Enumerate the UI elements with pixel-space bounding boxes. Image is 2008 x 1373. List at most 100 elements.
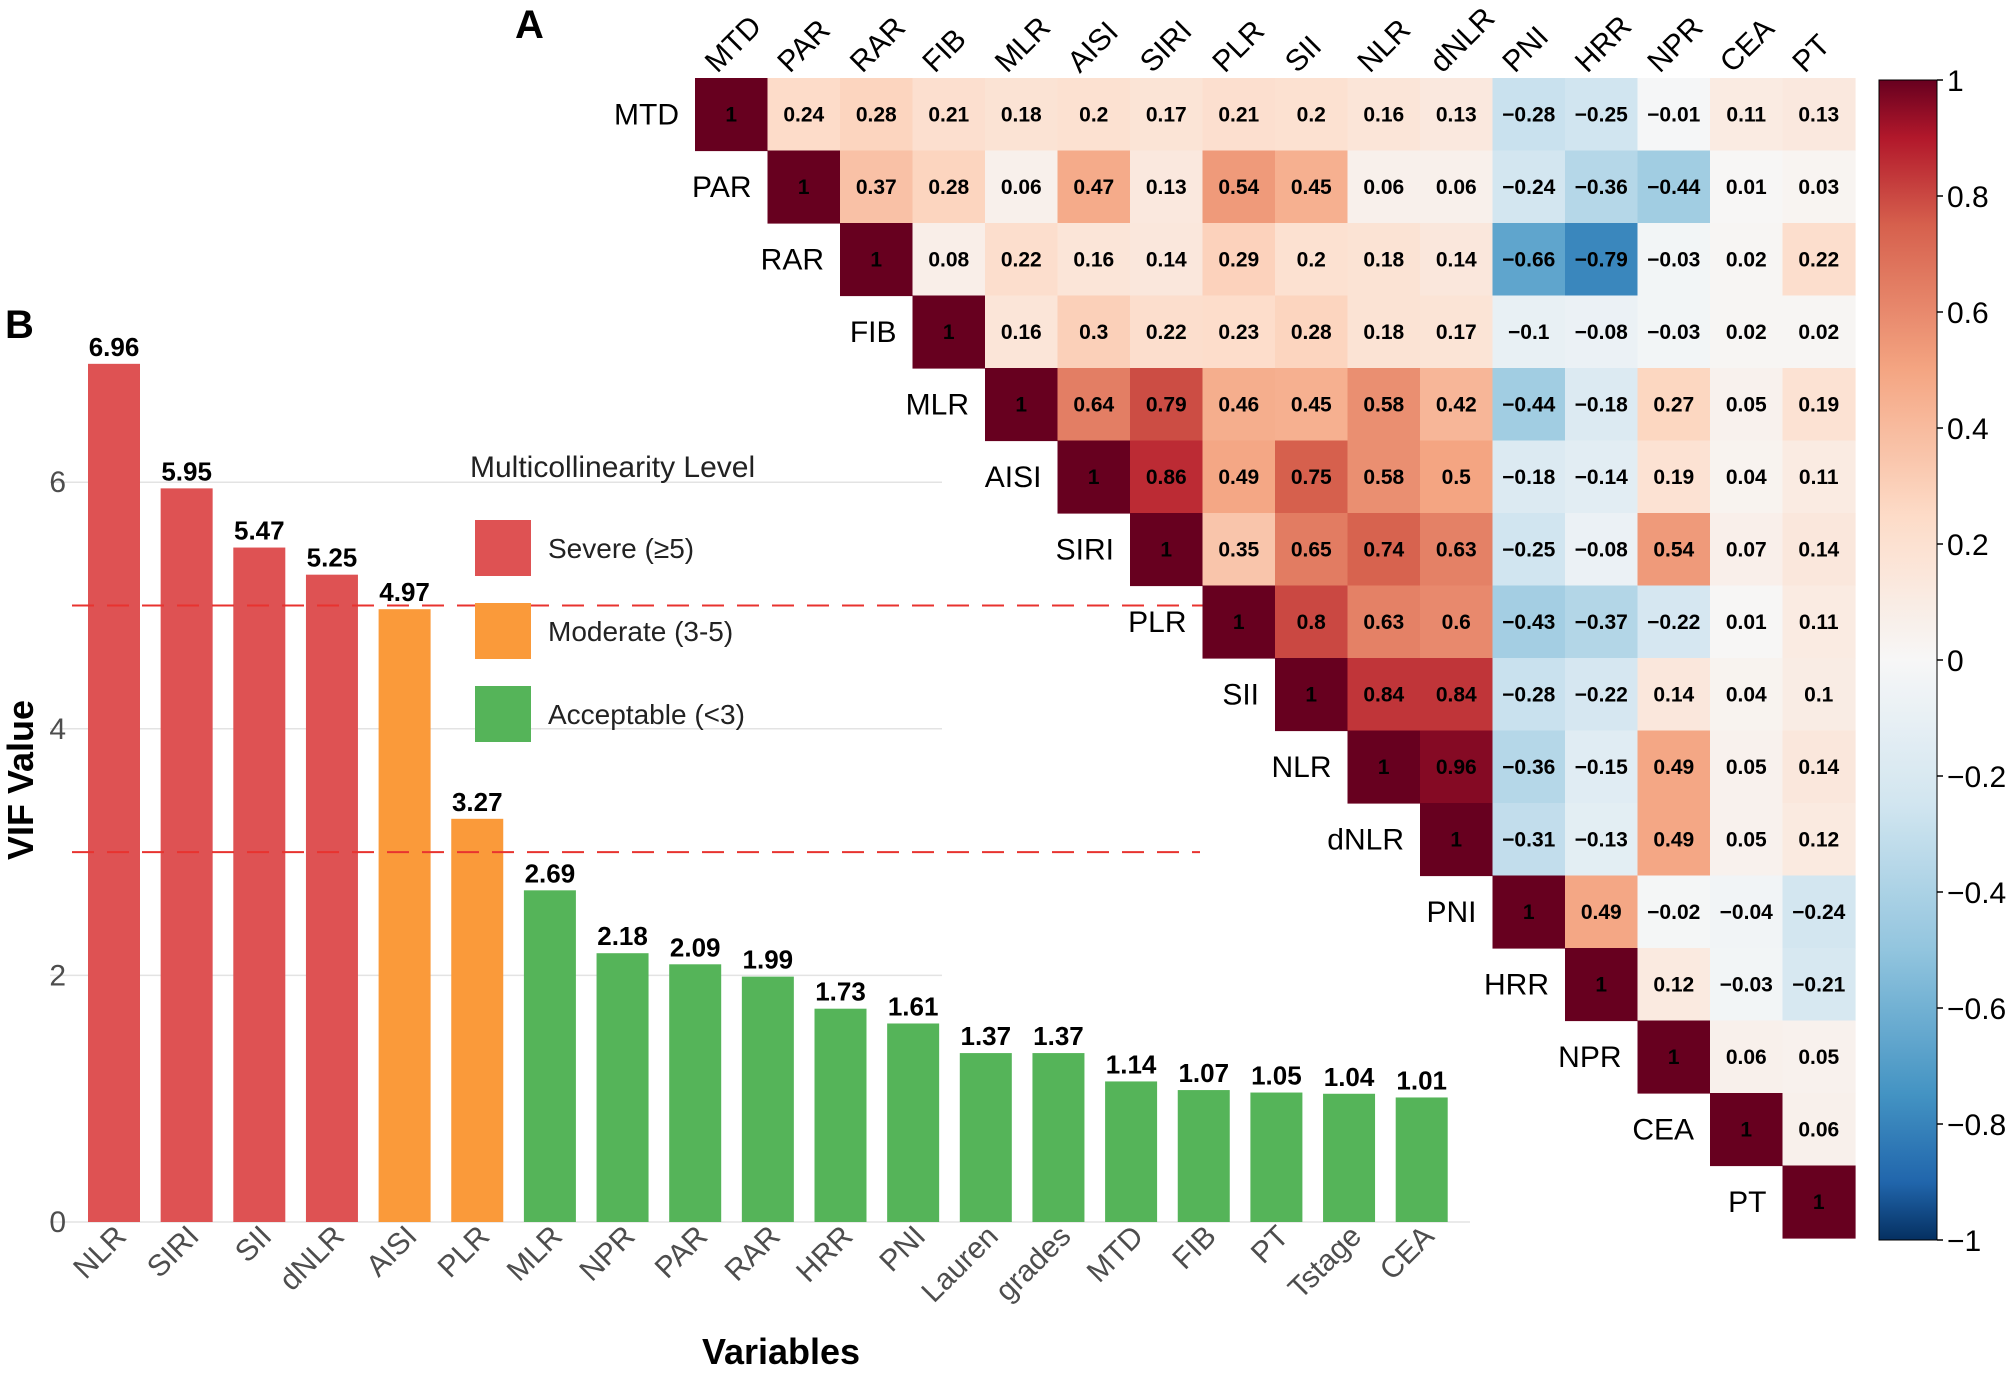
heatmap-cell-label: 1 [1160,538,1172,561]
heatmap-cell-label: −0.22 [1575,683,1628,706]
heatmap-cell-label: 0.06 [1363,176,1404,199]
heatmap-row-label: SII [1222,678,1259,711]
heatmap-cell [1057,78,1131,152]
bar-NPR [596,953,649,1222]
heatmap-cell-label: 0.06 [1798,1118,1839,1141]
heatmap-cell-label: 0.2 [1079,103,1108,126]
bar-x-tick-label: CEA [1374,1220,1441,1287]
heatmap-cell [1710,150,1784,224]
heatmap-cell [1420,295,1494,369]
heatmap-col-label: HRR [1569,10,1638,79]
heatmap-cell-label: 1 [943,321,955,344]
bar-AISI [378,609,431,1222]
heatmap-col-label: CEA [1714,12,1781,79]
heatmap-cell-label: 0.08 [928,248,969,271]
heatmap-cell-label: −0.66 [1502,248,1555,271]
heatmap-cell-label: 0.42 [1436,393,1477,416]
bar-value-label: 1.04 [1324,1062,1375,1092]
heatmap-cell [840,223,914,297]
bar-value-label: 1.07 [1178,1058,1229,1088]
bar-x-tick-label: Tstage [1282,1220,1368,1306]
heatmap-cell-label: 0.18 [1363,248,1404,271]
heatmap-row-labels: MTD PAR RAR FIB MLR AISI SIRI PLR SII NLR dNLR PNI H… [614,98,1766,1219]
heatmap-cell-label: 0.54 [1218,176,1259,199]
heatmap-cell-label: 0.13 [1798,103,1839,126]
heatmap-cell-label: −0.01 [1647,103,1700,126]
heatmap-cell-label: −0.02 [1647,901,1700,924]
heatmap-cell [1492,78,1566,152]
heatmap-cell-label: 0.19 [1653,466,1694,489]
heatmap-col-label: PT [1786,29,1836,79]
heatmap-cell-label: −0.44 [1502,393,1555,416]
heatmap-cell [1347,513,1421,587]
heatmap-cell [1275,78,1349,152]
correlation-heatmap: 1 0.24 0.28 0.21 0.18 0.2 0.17 0.21 0.2 0.16 0.13−… [614,1,2006,1258]
heatmap-cell-label: 0.01 [1726,176,1767,199]
colorbar-tick-label: −1 [1947,1225,1981,1258]
heatmap-row-label: RAR [761,243,824,276]
heatmap-cell-label: 0.11 [1799,611,1839,634]
heatmap-cell-label: −0.1 [1508,321,1550,344]
bar-value-label: 1.61 [888,991,939,1021]
bar-PT [1250,1092,1303,1222]
heatmap-cell-label: 1 [1668,1046,1680,1069]
heatmap-cell [1420,368,1494,442]
heatmap-cell [1347,223,1421,297]
heatmap-cell [1565,78,1639,152]
bar-value-label: 1.01 [1396,1065,1447,1095]
bar-x-tick-label: PLR [432,1220,497,1285]
bar-value-label: 1.05 [1251,1061,1302,1091]
threshold-lines [72,604,1235,854]
heatmap-cell [1057,440,1131,514]
bar-PLR [451,818,504,1222]
heatmap-cell [985,150,1059,224]
heatmap-cell [1782,223,1856,297]
heatmap-cell [912,295,986,369]
heatmap-cell-label: 0.23 [1218,321,1259,344]
bar-legend: Multicollinearity Level Severe (≥5) Moder… [470,451,755,742]
heatmap-col-label: SII [1279,30,1328,79]
heatmap-cell-label: 0.02 [1726,321,1767,344]
heatmap-cell [1420,658,1494,732]
heatmap-cell-label: 0.05 [1798,1046,1839,1069]
heatmap-cell [1637,440,1711,514]
heatmap-cell-label: 1 [798,176,810,199]
heatmap-cell-label: 0.1 [1804,683,1834,706]
bar-RAR [741,976,794,1222]
bar-value-label: 5.25 [307,543,358,573]
heatmap-cell-label: 0.04 [1726,683,1767,706]
heatmap-cell [1637,513,1711,587]
bar-PNI [887,1023,940,1222]
heatmap-cell [1710,295,1784,369]
heatmap-cell [985,223,1059,297]
heatmap-cell [1347,585,1421,659]
heatmap-cell [1130,295,1204,369]
heatmap-cell-label: −0.25 [1502,538,1555,561]
heatmap-cell [1782,948,1856,1022]
panel-b-label: B [5,303,34,347]
heatmap-cell [1347,150,1421,224]
bar-x-tick-label: SIRI [141,1220,206,1285]
heatmap-cell-label: 0.79 [1146,393,1187,416]
bar-y-tick-label: 6 [49,466,66,499]
heatmap-cell [1420,223,1494,297]
heatmap-cell-label: 0.18 [1363,321,1404,344]
heatmap-cell-label: 0.11 [1726,103,1766,126]
heatmap-cell [1637,875,1711,949]
bar-value-label: 1.99 [743,945,794,975]
bar-value-label: 3.27 [452,787,503,817]
heatmap-cell-label: 0.29 [1218,248,1259,271]
heatmap-cell [1565,150,1639,224]
heatmap-cell [1420,730,1494,804]
heatmap-cell [1565,440,1639,514]
heatmap-cell [1565,803,1639,877]
heatmap-cell-label: 0.06 [1436,176,1477,199]
heatmap-cell-label: 0.05 [1726,828,1767,851]
heatmap-cell [1782,295,1856,369]
heatmap-cell-label: −0.14 [1575,466,1628,489]
heatmap-cell-label: 0.18 [1001,103,1042,126]
heatmap-cell [1057,295,1131,369]
heatmap-cell-label: 0.14 [1798,756,1839,779]
